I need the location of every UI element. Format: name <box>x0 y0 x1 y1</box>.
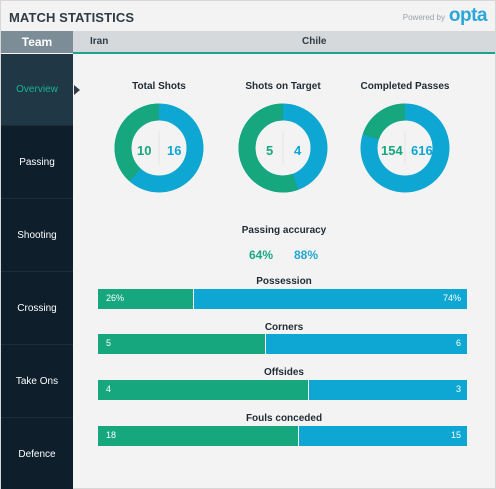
team-bar: Team Iran Chile <box>1 31 495 53</box>
sidebar-item-shooting[interactable]: Shooting <box>1 200 73 272</box>
bar-home-fill <box>98 380 309 400</box>
stat-label-corners: Corners <box>264 322 304 333</box>
sidebar-item-passing[interactable]: Passing <box>1 127 73 199</box>
donut-shots-on-target: Shots on Target 5 4 <box>223 81 343 193</box>
donut-home-value: 10 <box>137 143 152 158</box>
stat-bar-fouls-conceded: 18 15 <box>98 426 467 446</box>
passing-accuracy-label: Passing accuracy <box>241 225 327 236</box>
sidebar-item-overview[interactable]: Overview <box>1 54 73 126</box>
stat-bar-corners: 5 6 <box>98 334 467 354</box>
donut-completed-passes: Completed Passes 154 616 <box>345 81 465 193</box>
team-divider <box>73 52 495 54</box>
donut-away-value: 616 <box>411 143 433 158</box>
donut-chart <box>114 103 204 193</box>
donut-total-shots: Total Shots 10 16 <box>99 81 219 193</box>
donut-home-segment <box>114 103 204 193</box>
bar-home-value: 4 <box>106 384 112 394</box>
bar-away-value: 6 <box>455 338 461 348</box>
home-team-name: Iran <box>90 36 109 47</box>
stat-label-fouls-conceded: Fouls conceded <box>245 413 323 424</box>
stat-bar-possession: 26% 74% <box>98 289 467 309</box>
bar-home-fill <box>98 334 266 354</box>
bar-home-fill <box>98 289 194 309</box>
bar-away-value: 3 <box>455 384 461 394</box>
donut-away-value: 4 <box>294 143 302 158</box>
bar-home-fill <box>98 426 300 446</box>
stat-label-possession: Possession <box>256 276 312 287</box>
bar-home-value: 26% <box>106 293 125 303</box>
donut-label: Shots on Target <box>245 81 321 92</box>
donut-chart <box>238 103 328 193</box>
donut-home-segment <box>360 103 450 193</box>
page-title: MATCH STATISTICS <box>9 10 135 25</box>
sidebar-item-take-ons[interactable]: Take Ons <box>1 346 73 418</box>
opta-logo[interactable]: opta <box>448 5 488 26</box>
bar-away-value: 15 <box>450 430 461 440</box>
donut-away-value: 16 <box>167 143 182 158</box>
bar-home-value: 5 <box>106 338 112 348</box>
bar-home-value: 18 <box>106 430 117 440</box>
donut-home-segment <box>238 103 328 193</box>
sidebar-nav: Overview Passing Shooting Crossing Take … <box>1 54 73 489</box>
passing-accuracy-away: 88% <box>294 248 319 262</box>
donut-chart <box>360 103 450 193</box>
sidebar-item-crossing[interactable]: Crossing <box>1 273 73 345</box>
header-bar: MATCH STATISTICS Powered by opta <box>1 1 495 31</box>
stat-label-offsides: Offsides <box>263 367 304 378</box>
donut-label: Total Shots <box>132 81 186 92</box>
donut-home-value: 154 <box>381 143 403 158</box>
donut-home-value: 5 <box>266 143 274 158</box>
donut-label: Completed Passes <box>360 81 450 92</box>
team-tab: Team <box>1 31 73 53</box>
away-team-name: Chile <box>302 36 327 47</box>
sidebar-item-defence[interactable]: Defence <box>1 419 73 489</box>
passing-accuracy-home: 64% <box>249 248 274 262</box>
active-arrow-icon <box>74 85 80 95</box>
bar-away-value: 74% <box>442 293 461 303</box>
stat-bar-offsides: 4 3 <box>98 380 467 400</box>
powered-by-text: Powered by <box>402 13 445 22</box>
